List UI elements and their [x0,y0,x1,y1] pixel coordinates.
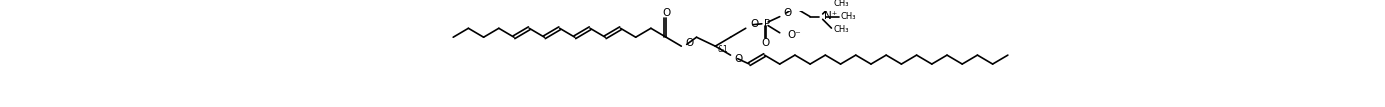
Text: O: O [751,19,759,29]
Text: CH₃: CH₃ [841,12,856,21]
Text: O: O [686,38,692,48]
Text: O: O [762,38,770,48]
Text: O: O [734,54,742,64]
Text: N⁺: N⁺ [824,11,837,21]
Text: O⁻: O⁻ [787,30,801,39]
Text: P: P [763,19,770,29]
Text: O: O [662,8,670,18]
Text: &1: &1 [717,45,729,54]
Text: CH₃: CH₃ [834,25,849,34]
Text: CH₃: CH₃ [834,0,849,8]
Text: O: O [784,8,792,18]
